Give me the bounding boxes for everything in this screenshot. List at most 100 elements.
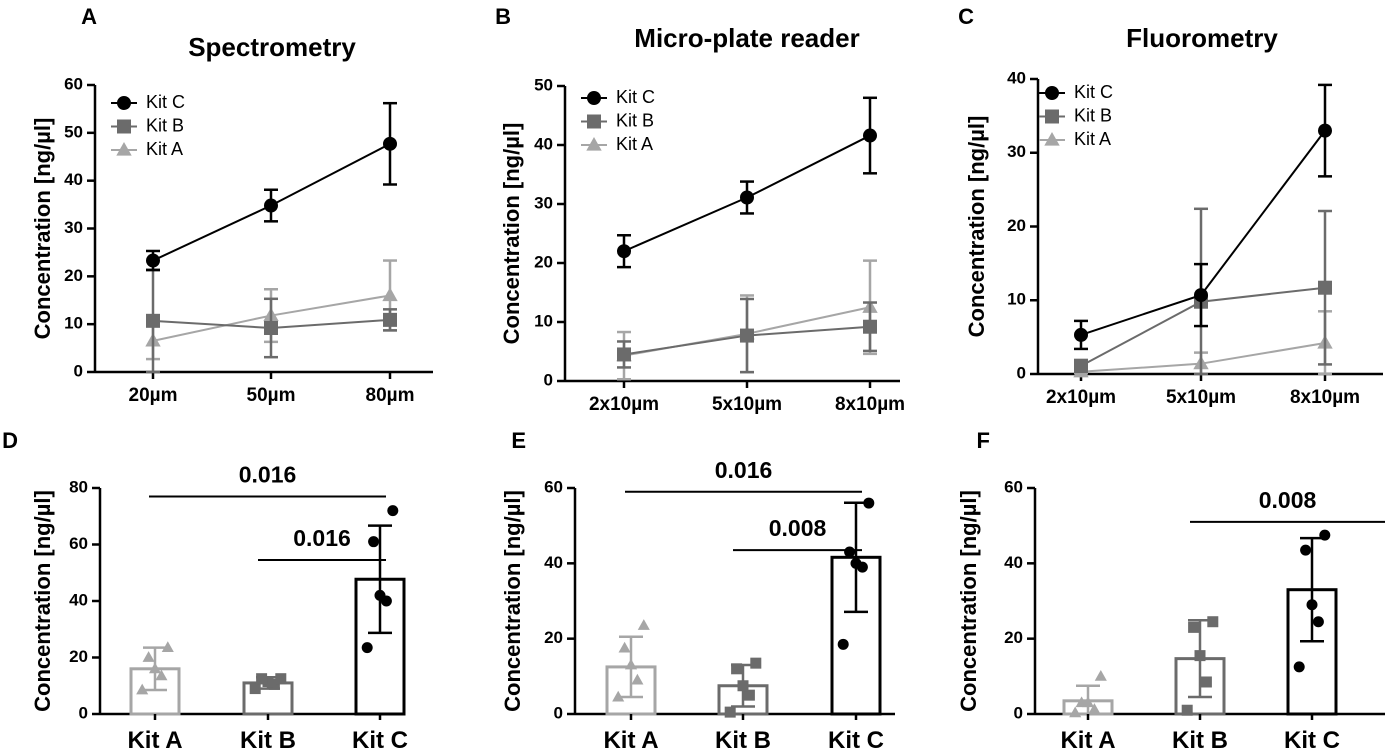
x-tick-label: 8x10µm [1290, 387, 1360, 408]
data-point [383, 312, 397, 327]
data-point [863, 497, 875, 509]
y-tick-label: 40 [544, 553, 563, 572]
bar-group-kit-a [605, 619, 657, 716]
y-tick-label: 20 [1007, 216, 1026, 235]
data-point [1094, 670, 1107, 681]
legend-label: Kit C [1074, 82, 1113, 102]
significance-bracket: 0.016 [258, 525, 386, 562]
x-tick-label: 5x10µm [1166, 387, 1236, 408]
x-tick-label: 80µm [366, 385, 415, 406]
y-tick-label: 10 [1007, 290, 1026, 309]
data-point [1306, 599, 1318, 611]
y-tick-label: 60 [64, 74, 83, 93]
data-point [1300, 544, 1312, 556]
legend-label: Kit A [616, 134, 653, 154]
series-kit-c [146, 101, 397, 272]
p-value-label: 0.016 [293, 525, 351, 551]
data-point [1188, 621, 1200, 633]
y-axis-label: Concentration [ng/µl] [30, 490, 55, 712]
legend-label: Kit A [146, 139, 183, 159]
x-tick-label: Kit C [828, 727, 884, 750]
chart-title: Spectrometry [188, 32, 356, 62]
legend-marker [116, 141, 132, 156]
x-tick-label: Kit A [1060, 727, 1115, 750]
data-point [148, 662, 162, 674]
legend: Kit C Kit B Kit A [1039, 82, 1113, 149]
x-tick-label: Kit A [127, 727, 182, 750]
data-point [618, 641, 631, 653]
x-tick-label: Kit B [1172, 727, 1228, 750]
panel-letter: F [977, 428, 990, 453]
series-kit-a [1073, 310, 1333, 378]
y-tick-label: 20 [69, 647, 88, 666]
series-kit-c [1074, 83, 1332, 351]
series-kit-b [146, 268, 397, 374]
panel-letter: C [958, 4, 974, 29]
panel-letter: E [511, 428, 526, 453]
data-point [136, 683, 149, 695]
legend-marker [1044, 131, 1060, 146]
y-tick-label: 60 [1004, 477, 1023, 496]
panel-a-line-chart: A Spectrometry Concentration [ng/µl] 0 10 20 3… [30, 4, 433, 406]
bar-group-kit-a [1062, 670, 1114, 718]
x-tick-label: 2x10µm [589, 394, 659, 415]
panel-letter: A [81, 4, 97, 29]
data-point [740, 190, 754, 205]
panel-f-bar-chart: F Concentration [ng/µl] 0 20 40 60 Kit A Kit B K… [956, 428, 1385, 750]
legend-label: Kit C [616, 87, 655, 107]
data-point [844, 546, 856, 558]
data-point [1069, 706, 1082, 718]
y-tick-label: 0 [1017, 363, 1026, 382]
data-point [863, 319, 877, 334]
legend-label: Kit B [616, 110, 654, 130]
x-tick-label: 2x10µm [1046, 387, 1116, 408]
legend-marker [117, 96, 131, 110]
p-value-label: 0.008 [769, 515, 827, 541]
x-tick-label: 50µm [247, 385, 296, 406]
data-point [368, 536, 380, 548]
bar-group-kit-b [242, 673, 294, 716]
data-point [850, 557, 862, 569]
data-point [264, 198, 278, 213]
data-point [724, 706, 736, 718]
data-point [863, 128, 877, 143]
data-point [631, 673, 644, 685]
legend-marker [586, 136, 602, 151]
data-point [264, 320, 278, 335]
data-point [262, 676, 274, 688]
y-axis-label: Concentration [ng/µl] [500, 490, 525, 712]
y-axis-label: Concentration [ng/µl] [30, 118, 55, 340]
data-point [275, 673, 287, 685]
y-tick-label: 0 [74, 361, 83, 380]
y-tick-label: 60 [69, 534, 88, 553]
data-point [743, 689, 755, 701]
data-point [1181, 704, 1193, 716]
y-tick-label: 40 [64, 170, 83, 189]
data-point [1207, 616, 1219, 628]
bar-group-kit-a [129, 641, 181, 716]
y-tick-label: 10 [64, 314, 83, 333]
data-point [1312, 616, 1324, 628]
y-tick-label: 40 [1004, 553, 1023, 572]
legend-marker [1045, 109, 1059, 124]
series-kit-c [617, 96, 877, 269]
data-point [155, 669, 168, 681]
legend-marker [117, 119, 131, 134]
x-tick-label: Kit A [603, 727, 658, 750]
data-point [731, 663, 743, 675]
y-axis-label: Concentration [ng/µl] [956, 490, 981, 712]
data-point [750, 657, 762, 669]
significance-bracket: 0.016 [149, 461, 386, 498]
y-tick-label: 40 [1007, 68, 1026, 87]
data-point [837, 638, 849, 650]
y-tick-label: 60 [544, 477, 563, 496]
bar-group-kit-c [1286, 529, 1338, 716]
panel-letter: D [2, 428, 18, 453]
panel-letter: B [495, 4, 511, 29]
data-point [1194, 650, 1206, 662]
data-point [624, 658, 638, 670]
data-point [361, 642, 373, 654]
y-tick-label: 20 [1004, 628, 1023, 647]
data-point [142, 651, 155, 662]
